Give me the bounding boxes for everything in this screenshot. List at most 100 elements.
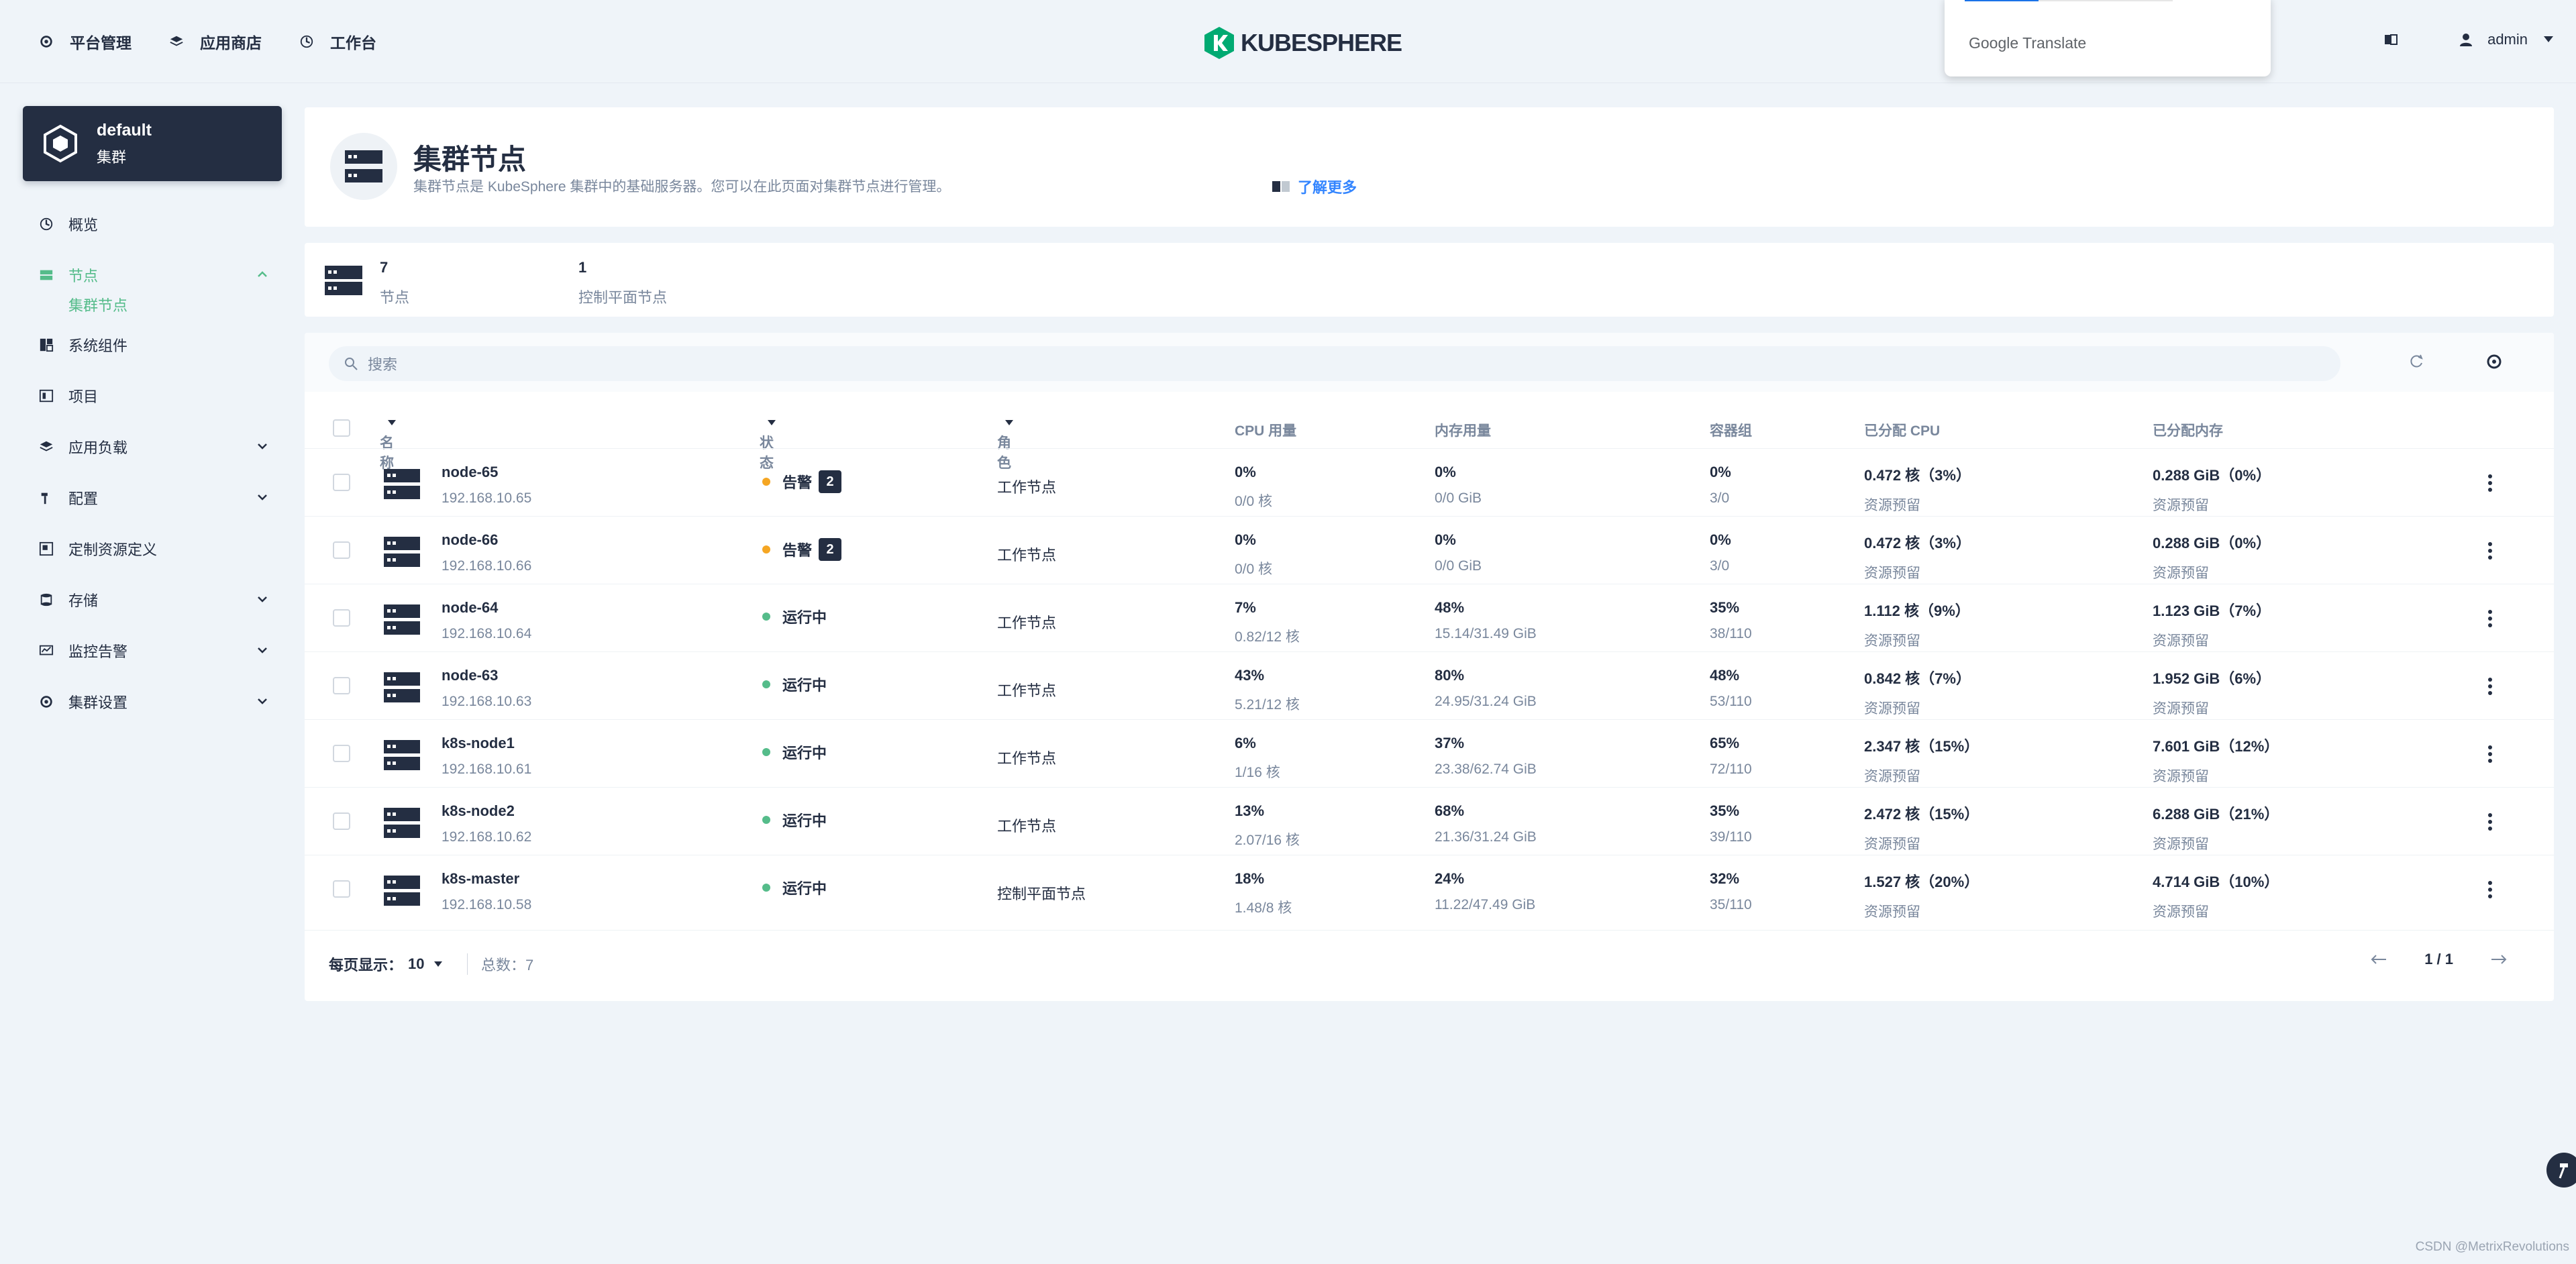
row-checkbox[interactable]: [333, 474, 350, 491]
sidebar-item-workloads[interactable]: 应用负载: [23, 421, 282, 472]
more-actions-icon[interactable]: [2488, 474, 2492, 492]
memory-detail: 11.22/47.49 GiB: [1435, 897, 1536, 912]
chevron-down-icon[interactable]: [256, 695, 268, 707]
more-actions-icon[interactable]: [2488, 678, 2492, 695]
column-name[interactable]: 名称: [380, 420, 396, 471]
more-actions-icon[interactable]: [2488, 813, 2492, 831]
pods-usage: 0%: [1710, 464, 1731, 480]
username[interactable]: admin: [2487, 31, 2528, 48]
more-actions-icon[interactable]: [2488, 610, 2492, 627]
column-status[interactable]: 状态: [760, 420, 776, 471]
sidebar-item-cluster-settings[interactable]: 集群设置: [23, 676, 282, 727]
prev-page-icon[interactable]: [2371, 955, 2387, 964]
sidebar-subitem-cluster-nodes[interactable]: 集群节点: [68, 297, 128, 314]
server-icon: [384, 468, 420, 501]
translate-tab-active[interactable]: [1965, 0, 2039, 1]
alert-count-badge[interactable]: 2: [819, 538, 842, 561]
sidebar-item-nodes[interactable]: 节点: [23, 250, 282, 301]
sidebar-item-overview[interactable]: 概览: [23, 199, 282, 250]
gear-icon[interactable]: [2485, 353, 2503, 370]
row-checkbox[interactable]: [333, 880, 350, 898]
sidebar-item-crd[interactable]: 定制资源定义: [23, 523, 282, 574]
kubesphere-logo[interactable]: KUBESPHERE: [1204, 27, 1402, 59]
memory-usage: 80%: [1435, 667, 1465, 684]
stat-value: 7: [380, 259, 389, 276]
google-translate-popup[interactable]: Google Translate: [1945, 0, 2271, 76]
table-row[interactable]: node-64 192.168.10.64 运行中 工作节点 7% 0.82/12 核 48…: [305, 584, 2554, 651]
row-checkbox[interactable]: [333, 745, 350, 762]
role-text: 工作节点: [997, 750, 1057, 767]
row-checkbox[interactable]: [333, 812, 350, 830]
more-actions-icon[interactable]: [2488, 881, 2492, 898]
chevron-up-icon[interactable]: [256, 268, 268, 280]
node-name-link[interactable]: k8s-node2: [442, 802, 515, 819]
chevron-down-icon[interactable]: [2544, 36, 2553, 43]
status-badge: 运行中: [762, 877, 827, 898]
column-role[interactable]: 角色: [997, 420, 1013, 471]
node-name-link[interactable]: k8s-master: [442, 870, 520, 887]
next-page-icon[interactable]: [2491, 955, 2507, 964]
row-checkbox[interactable]: [333, 541, 350, 559]
table-row[interactable]: node-66 192.168.10.66 告警 2 工作节点 0% 0/0 核 0% 0/0 …: [305, 516, 2554, 584]
table-row[interactable]: k8s-node2 192.168.10.62 运行中 工作节点 13% 2.07/16 …: [305, 787, 2554, 855]
sidebar-item-projects[interactable]: 项目: [23, 370, 282, 421]
sidebar-item-system-components[interactable]: 系统组件: [23, 319, 282, 370]
alert-count-badge[interactable]: 2: [819, 470, 842, 493]
chevron-down-icon[interactable]: [433, 961, 442, 967]
server-icon: [384, 603, 420, 637]
table-row[interactable]: k8s-node1 192.168.10.61 运行中 工作节点 6% 1/16 核 37%…: [305, 719, 2554, 787]
chevron-down-icon[interactable]: [256, 644, 268, 656]
more-actions-icon[interactable]: [2488, 745, 2492, 763]
allocated-cpu: 2.472 核（15%）: [1864, 806, 1979, 823]
user-icon[interactable]: [2458, 32, 2474, 48]
more-actions-icon[interactable]: [2488, 542, 2492, 560]
toolbox-button[interactable]: [2546, 1153, 2576, 1188]
sort-icon[interactable]: [388, 420, 396, 425]
page-size-selector[interactable]: 每页显示： 10: [329, 953, 442, 975]
select-all-checkbox[interactable]: [333, 419, 350, 437]
nav-workbench[interactable]: 工作台: [299, 30, 376, 53]
chevron-down-icon[interactable]: [256, 440, 268, 452]
watermark: CSDN @MetrixRevolutions: [2415, 1240, 2569, 1254]
pods-cell: 35% 39/110: [1710, 802, 1752, 845]
column-label: 状态: [760, 435, 774, 471]
cluster-selector[interactable]: default 集群: [23, 106, 282, 181]
nav-platform-management[interactable]: 平台管理: [39, 30, 132, 53]
role-text: 工作节点: [997, 615, 1057, 631]
allocated-memory-cell: 4.714 GiB（10%） 资源预留: [2153, 870, 2279, 921]
node-name-link[interactable]: node-65: [442, 464, 499, 480]
chevron-down-icon[interactable]: [256, 491, 268, 503]
memory-usage-cell: 24% 11.22/47.49 GiB: [1435, 870, 1535, 913]
node-name-link[interactable]: node-66: [442, 531, 499, 548]
sidebar-item-storage[interactable]: 存储: [23, 574, 282, 625]
refresh-icon[interactable]: [2408, 353, 2425, 370]
allocated-memory-cell: 6.288 GiB（21%） 资源预留: [2153, 802, 2279, 853]
row-checkbox[interactable]: [333, 677, 350, 694]
row-checkbox[interactable]: [333, 609, 350, 627]
cpu-detail: 1.48/8 核: [1235, 900, 1292, 916]
toggle-icon[interactable]: [2383, 32, 2399, 48]
allocated-memory-cell: 1.952 GiB（6%） 资源预留: [2153, 667, 2271, 718]
cpu-usage: 13%: [1235, 802, 1265, 819]
top-right-tools: admin: [2383, 31, 2553, 48]
status-text: 告警: [782, 542, 813, 559]
allocated-cpu-note: 资源预留: [1864, 701, 1920, 717]
search-placeholder: 搜索: [368, 356, 398, 373]
table-row[interactable]: k8s-master 192.168.10.58 运行中 控制平面节点 18% 1.48/…: [305, 855, 2554, 923]
table-row[interactable]: node-65 192.168.10.65 告警 2 工作节点 0% 0/0 核 0% 0/0 …: [305, 448, 2554, 516]
allocated-memory-note: 资源预留: [2153, 498, 2209, 513]
filter-icon[interactable]: [1005, 420, 1013, 425]
table-row[interactable]: node-63 192.168.10.63 运行中 工作节点 43% 5.21/12 核 8…: [305, 651, 2554, 719]
learn-more-link[interactable]: 了解更多: [1272, 176, 1357, 197]
node-name-link[interactable]: node-63: [442, 667, 499, 684]
filter-icon[interactable]: [768, 420, 776, 425]
node-name-link[interactable]: k8s-node1: [442, 735, 515, 751]
nav-app-store[interactable]: 应用商店: [169, 30, 262, 53]
pods-cell: 0% 3/0: [1710, 464, 1731, 507]
sidebar-item-configuration[interactable]: 配置: [23, 472, 282, 523]
sidebar-item-monitoring-alerting[interactable]: 监控告警: [23, 625, 282, 676]
search-input[interactable]: 搜索: [329, 346, 2340, 381]
translate-tabs[interactable]: [1965, 0, 2173, 1]
chevron-down-icon[interactable]: [256, 593, 268, 605]
node-name-link[interactable]: node-64: [442, 599, 499, 616]
